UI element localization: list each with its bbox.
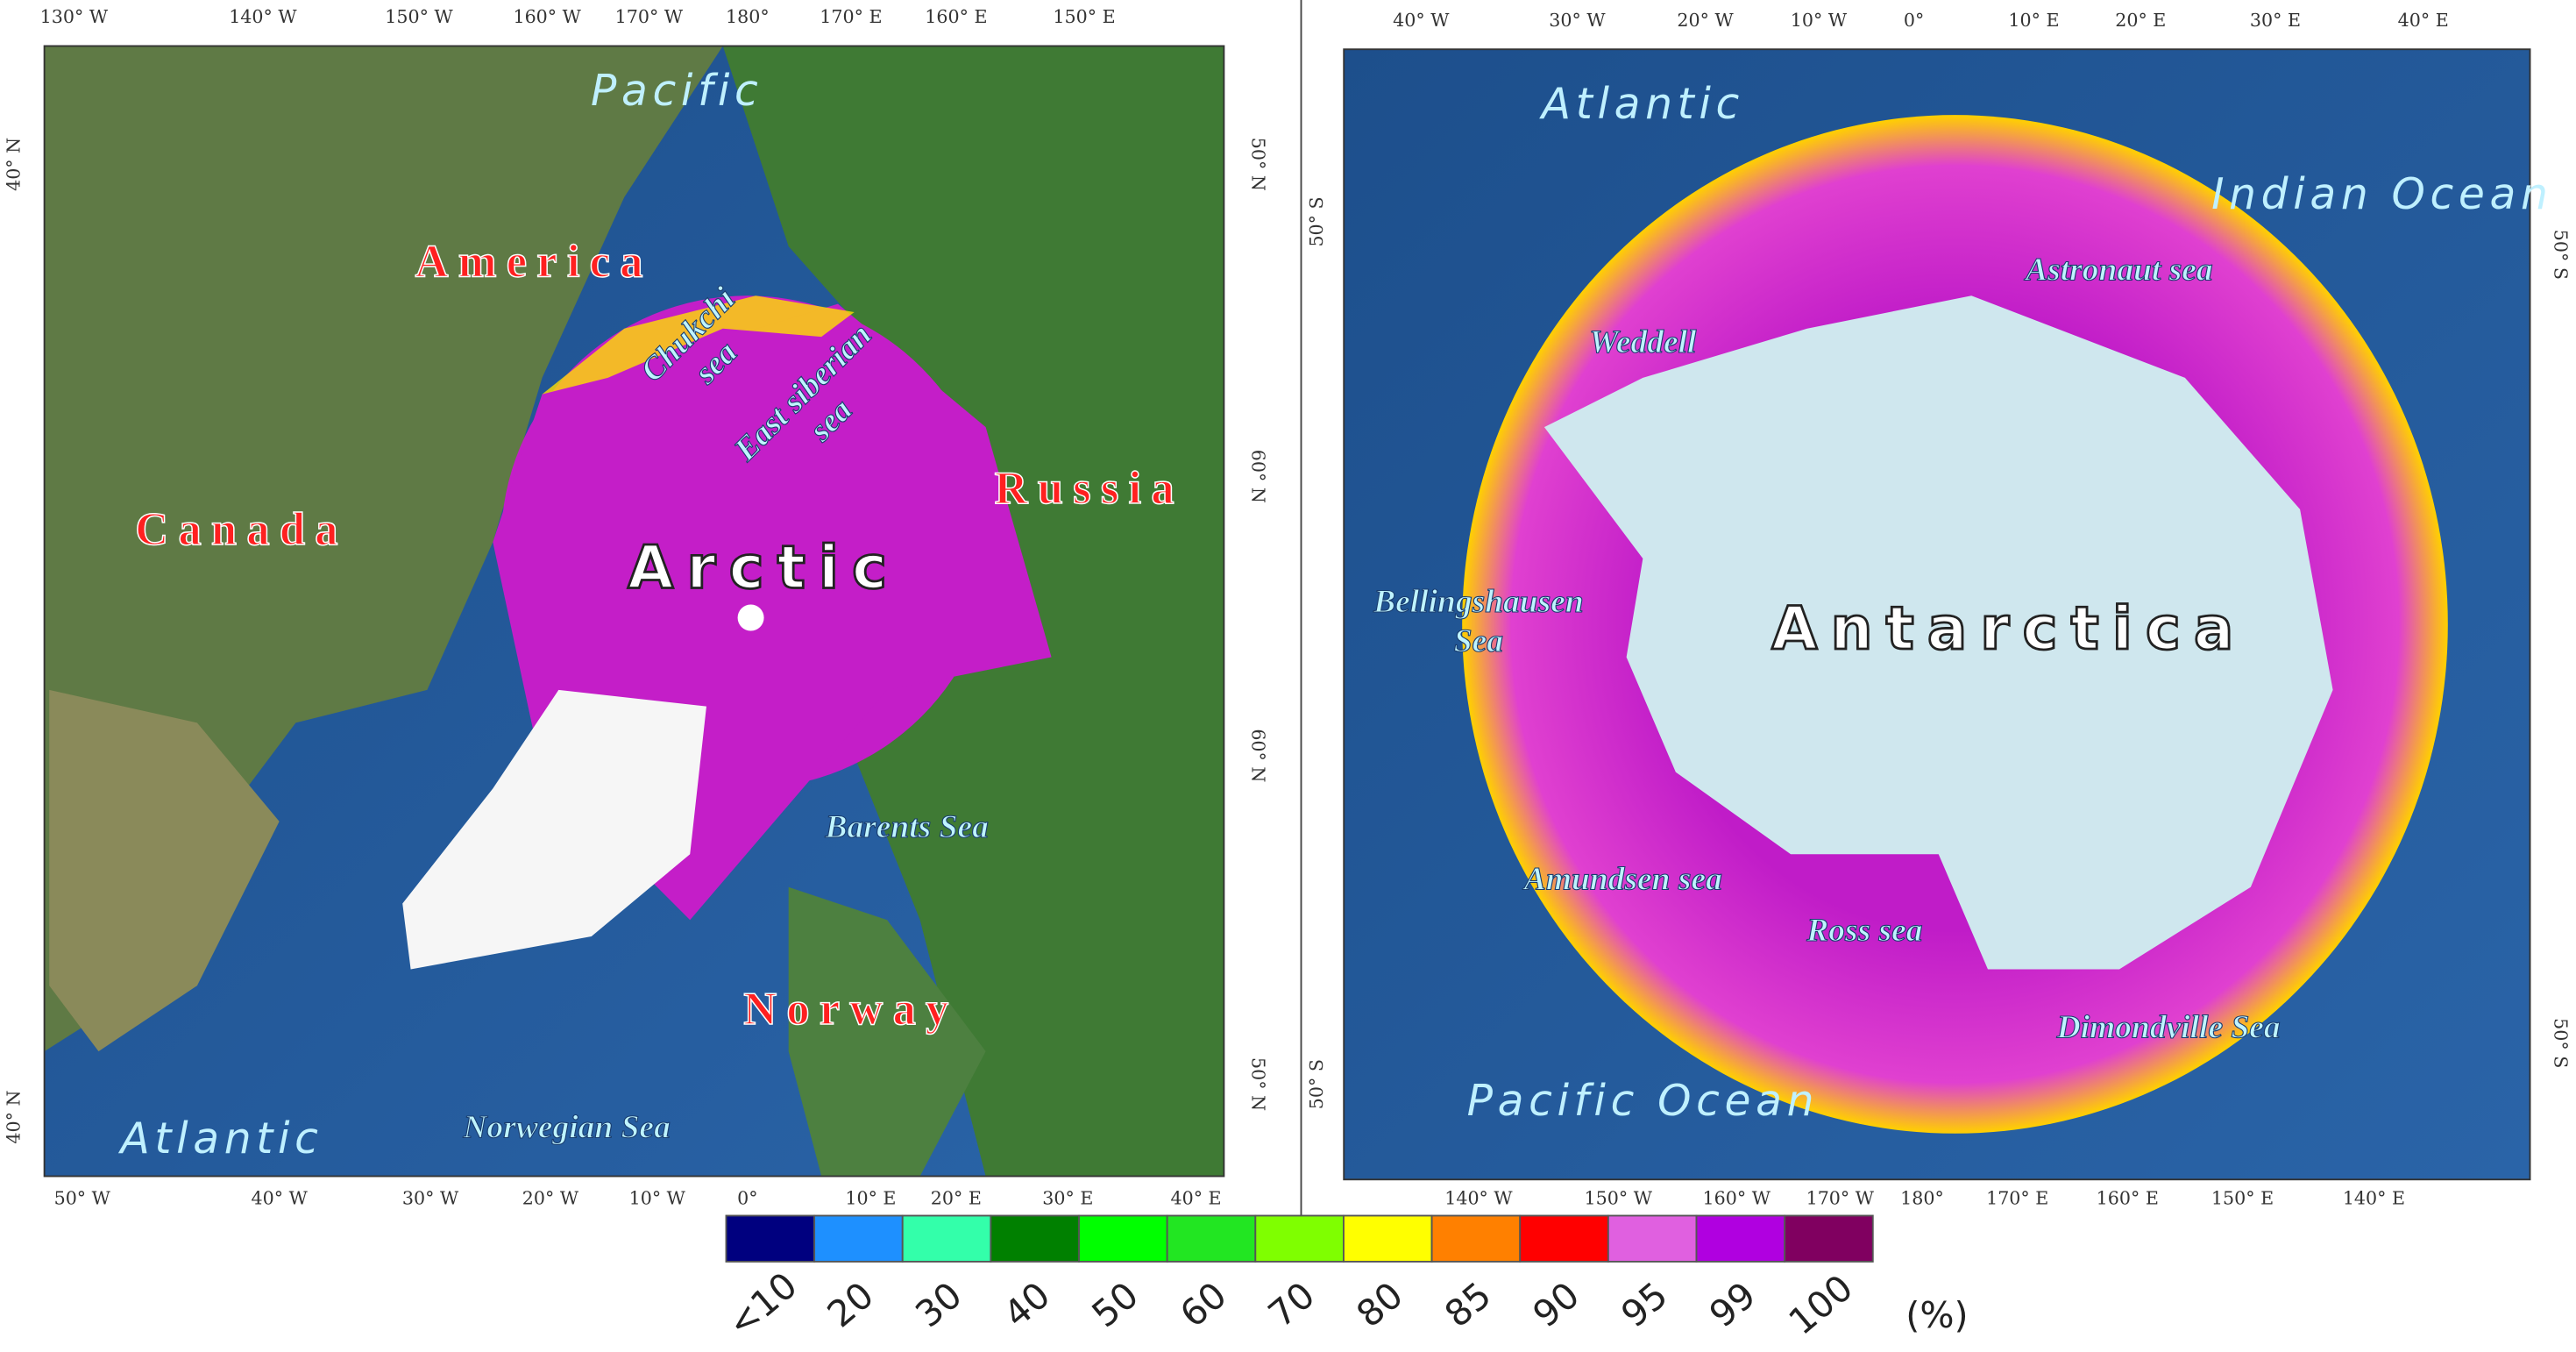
legend-label: 80 — [1349, 1274, 1411, 1335]
lon-label: 140° W — [1444, 1187, 1513, 1208]
place-label: Arctic — [628, 533, 900, 602]
lon-label: 170° W — [1806, 1187, 1875, 1208]
legend-swatch — [813, 1214, 904, 1263]
place-label: Canada — [135, 504, 347, 555]
place-label: Norway — [743, 984, 958, 1035]
lon-label: 140° W — [229, 6, 297, 27]
legend-swatch — [1078, 1214, 1168, 1263]
place-label: Amundsen sea — [1522, 862, 1722, 898]
legend-swatch — [1343, 1214, 1433, 1263]
lon-label: 40° W — [252, 1187, 309, 1208]
lon-label: 40° E — [1170, 1187, 1221, 1208]
lon-label: 170° E — [1986, 1187, 2048, 1208]
place-label: Ross sea — [1806, 913, 1922, 949]
place-label: Sea — [1454, 623, 1503, 659]
place-label: Atlantic — [1539, 80, 1744, 129]
legend-label: 95 — [1614, 1274, 1676, 1335]
lat-label: 50° S — [1306, 196, 1327, 246]
lat-label: 60° N — [1247, 450, 1268, 503]
lat-label: 50° S — [2551, 230, 2572, 280]
legend-swatch — [1519, 1214, 1609, 1263]
lat-label: 50° S — [2551, 1018, 2572, 1068]
lon-label: 150° E — [2211, 1187, 2274, 1208]
lat-label: 60° N — [1247, 729, 1268, 782]
legend-swatch — [1166, 1214, 1257, 1263]
lon-label: 10° E — [845, 1187, 896, 1208]
place-label: Dimondville Sea — [2056, 1009, 2281, 1045]
map-frame — [1343, 48, 2531, 1181]
legend-label: 70 — [1260, 1274, 1323, 1335]
legend-swatch — [1695, 1214, 1786, 1263]
lon-label: 180° — [726, 6, 770, 27]
lon-label: 150° W — [385, 6, 453, 27]
place-label: Atlantic — [117, 1114, 323, 1163]
lon-label: 150° E — [1053, 6, 1115, 27]
legend-label: 40 — [996, 1274, 1058, 1335]
lon-label: 160° W — [1702, 1187, 1771, 1208]
lon-label: 150° W — [1585, 1187, 1653, 1208]
arctic-map — [44, 46, 1224, 1177]
legend-label: 99 — [1701, 1274, 1763, 1335]
lon-label: 50° W — [54, 1187, 111, 1208]
lat-label: 50° S — [1306, 1059, 1327, 1109]
lon-label: 130° W — [40, 6, 109, 27]
map-frame — [43, 45, 1225, 1178]
lon-label: 10° W — [629, 1187, 686, 1208]
place-label: America — [415, 237, 653, 288]
lon-label: 160° W — [513, 6, 581, 27]
lon-label: 180° — [1900, 1187, 1944, 1208]
lat-label: 40° N — [3, 138, 24, 191]
legend-unit: (%) — [1905, 1294, 1968, 1336]
place-label: Bellingshausen — [1373, 584, 1584, 620]
legend-swatch — [1430, 1214, 1522, 1263]
place-label: Russia — [995, 463, 1184, 514]
lon-label: 30° W — [402, 1187, 459, 1208]
place-label: Indian Ocean — [2211, 170, 2552, 219]
legend-label: 20 — [820, 1274, 882, 1335]
lon-label: 30° W — [1549, 10, 1606, 31]
legend-label: 50 — [1084, 1274, 1146, 1335]
lat-label: 50° N — [1247, 1057, 1268, 1111]
place-label: Pacific Ocean — [1467, 1077, 1820, 1126]
lon-label: 20° W — [1677, 10, 1734, 31]
legend-swatch — [1784, 1214, 1874, 1263]
antarctic-map — [1344, 49, 2530, 1180]
lon-label: 10° E — [2008, 10, 2059, 31]
lat-label: 40° N — [3, 1091, 24, 1144]
lon-label: 160° E — [2097, 1187, 2159, 1208]
lon-label: 40° E — [2398, 10, 2449, 31]
lon-label: 0° — [1904, 10, 1924, 31]
lon-label: 0° — [737, 1187, 757, 1208]
lon-label: 20° W — [522, 1187, 579, 1208]
lon-label: 40° W — [1393, 10, 1450, 31]
legend-swatch — [990, 1214, 1080, 1263]
lon-label: 10° W — [1791, 10, 1848, 31]
place-label: Astronaut sea — [2024, 253, 2212, 288]
place-label: Antarctica — [1771, 594, 2246, 663]
lon-label: 140° E — [2343, 1187, 2405, 1208]
lon-label: 20° E — [931, 1187, 982, 1208]
legend-label: 85 — [1437, 1274, 1499, 1335]
lat-label: 50° N — [1247, 138, 1268, 191]
lon-label: 170° E — [820, 6, 882, 27]
lon-label: 30° E — [1042, 1187, 1093, 1208]
place-label: Pacific — [591, 67, 763, 116]
place-label: Weddell — [1589, 324, 1697, 360]
lon-label: 160° E — [925, 6, 987, 27]
lon-label: 20° E — [2115, 10, 2166, 31]
legend-swatch — [725, 1214, 816, 1263]
legend-swatch — [1607, 1214, 1698, 1263]
place-label: Barents Sea — [824, 809, 988, 845]
legend-label: 90 — [1525, 1274, 1587, 1335]
legend-swatch — [901, 1214, 992, 1263]
legend-label: <10 — [720, 1264, 805, 1346]
place-label: Norwegian Sea — [462, 1110, 670, 1146]
legend-swatch — [1254, 1214, 1345, 1263]
lon-label: 170° W — [615, 6, 684, 27]
legend-label: 60 — [1172, 1274, 1234, 1335]
lon-label: 30° E — [2250, 10, 2301, 31]
legend-label: 30 — [908, 1274, 970, 1335]
legend-label: 100 — [1781, 1267, 1861, 1343]
